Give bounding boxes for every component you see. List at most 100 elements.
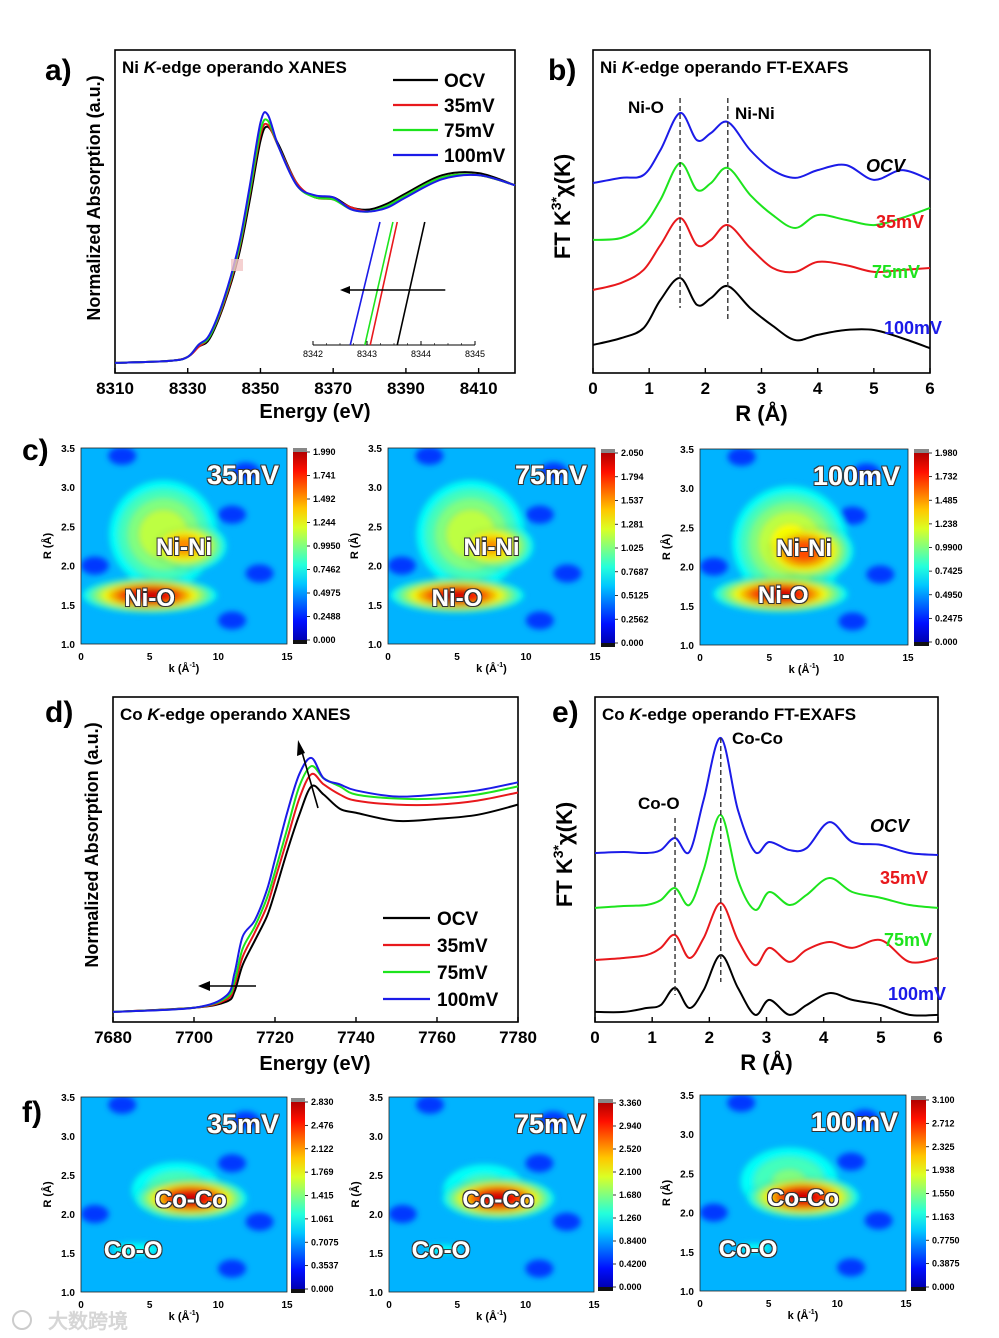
- colorbar-tick-label: 2.100: [619, 1167, 642, 1177]
- colorbar-tick-label: 0.3875: [932, 1259, 960, 1269]
- shift-arrow-up: [301, 751, 319, 809]
- voltage-label: 100mV: [811, 1107, 898, 1137]
- series-line-100mV: [112, 756, 519, 1013]
- x-tick-label: 5: [767, 653, 773, 664]
- peak-label: Ni-Ni: [776, 535, 832, 562]
- heatmap-area: [389, 1097, 594, 1292]
- legend-label-75mV: 75mV: [437, 963, 488, 984]
- peak-annotation: Ni-Ni: [735, 104, 775, 123]
- y-tick-label: 2.5: [368, 522, 382, 533]
- series-label-OCV: OCV: [866, 156, 907, 176]
- x-tick-label: 7760: [418, 1028, 456, 1047]
- colorbar-underflow: [291, 1289, 305, 1293]
- colorbar-underflow: [293, 640, 307, 644]
- x-tick-label: 5: [147, 652, 153, 663]
- y-tick-label: 3.0: [680, 484, 694, 495]
- colorbar-tick-label: 1.238: [935, 519, 958, 529]
- xlabel-tail: ): [196, 663, 200, 675]
- series-line-OCV: [592, 277, 931, 350]
- inset-line-OCV: [396, 221, 426, 346]
- colorbar-underflow: [914, 642, 929, 646]
- colorbar-underflow: [601, 643, 615, 647]
- colorbar-tick-label: 0.000: [619, 1282, 642, 1292]
- x-axis-label: R (Å): [735, 400, 788, 426]
- colorbar-tick-label: 1.492: [313, 494, 336, 504]
- xlabel-tail: ): [815, 1310, 819, 1322]
- y-tick-label: 2.0: [368, 562, 382, 573]
- heatmap-low-spot: [838, 612, 867, 631]
- x-tick-label: 15: [588, 1300, 600, 1311]
- panel-c-map-35mV: 0 5 10 15 1.0 1.5 2.0 2.5 3.0 3.5 k (Å-1) R (Å) 35mV…: [41, 444, 341, 675]
- x-tick-label: 15: [900, 1299, 912, 1310]
- heatmap-low-spot: [415, 448, 444, 465]
- x-axis-label: Energy (eV): [259, 401, 370, 423]
- colorbar-tick-label: 0.4975: [313, 588, 341, 598]
- xlabel-tail: ): [503, 663, 507, 675]
- heatmap-low-spot: [81, 556, 109, 575]
- y-axis-label: Normalized Absorption (a.u.): [82, 722, 102, 967]
- heatmap-low-spot: [539, 462, 568, 481]
- x-tick-label: 8390: [387, 379, 425, 398]
- colorbar: [598, 1103, 613, 1287]
- colorbar-tick-label: 1.485: [935, 495, 958, 505]
- heatmap-frame: [387, 447, 596, 645]
- y-axis-label: FT K3*χ(K): [550, 802, 577, 907]
- x-tick-label: 8410: [460, 379, 498, 398]
- title-part: -edge operando FT-EXAFS: [642, 705, 856, 724]
- title-part: Ni: [122, 58, 144, 77]
- colorbar-tick-label: 2.520: [619, 1144, 642, 1154]
- y-tick-label: 3.0: [680, 1130, 694, 1141]
- chart-title: Co K-edge operando XANES: [120, 705, 350, 724]
- colorbar-tick-label: 0.4200: [619, 1259, 647, 1269]
- y-tick-label: 2.5: [61, 1171, 75, 1182]
- inset-x-tick-label: 8344: [411, 349, 431, 359]
- y-tick-label: 2.0: [680, 563, 694, 574]
- y-tick-label: 2.5: [680, 1169, 694, 1180]
- plot-frame: [114, 49, 516, 374]
- inset-line-35mV: [369, 221, 399, 346]
- colorbar-tick-label: 1.537: [621, 496, 644, 506]
- heatmap-low-spot: [416, 1097, 444, 1114]
- colorbar-tick-label: 0.5125: [621, 591, 649, 601]
- heatmap-low-spot: [81, 1205, 109, 1223]
- y-axis-label: R (Å): [41, 533, 54, 560]
- heatmap-low-spot: [850, 1109, 879, 1128]
- title-part: Co: [120, 705, 147, 724]
- y-tick-label: 1.0: [61, 640, 75, 651]
- colorbar-tick-label: 1.769: [311, 1167, 334, 1177]
- heatmap-area: [81, 1097, 287, 1292]
- y-tick-label: 3.0: [368, 483, 382, 494]
- heatmap-frame: [699, 448, 909, 646]
- peak-annotation: Ni-O: [628, 98, 664, 117]
- ylabel-sup: 3*: [548, 196, 564, 210]
- ylabel-sup: 3*: [550, 844, 566, 858]
- colorbar-tick-label: 0.2562: [621, 614, 649, 624]
- heatmap-low-spot: [218, 611, 247, 630]
- series-line-35mV: [592, 216, 931, 291]
- heatmap-low-spot: [218, 1154, 247, 1173]
- y-axis-label: R (Å): [349, 1181, 362, 1208]
- y-axis-label: R (Å): [660, 534, 673, 561]
- colorbar-tick-label: 1.244: [313, 518, 336, 528]
- heatmap-low-spot: [727, 1095, 756, 1112]
- colorbar-tick-label: 0.2488: [313, 612, 341, 622]
- title-part: K: [144, 58, 158, 77]
- voltage-label: 75mV: [515, 460, 587, 490]
- x-tick-label: 6: [925, 379, 934, 398]
- peak-label: Ni-Ni: [156, 534, 212, 561]
- x-tick-label: 15: [902, 653, 914, 664]
- xlabel-sup: -1: [808, 1309, 814, 1316]
- y-tick-label: 1.0: [680, 641, 694, 652]
- title-part: -edge operando XANES: [160, 705, 351, 724]
- voltage-label: 35mV: [207, 460, 279, 490]
- peak-label: Co-Co: [155, 1186, 227, 1213]
- panel-b: 0 1 2 3 4 5 6 Ni K-edge operando FT-EXAFS R (Å) F…: [548, 49, 942, 426]
- x-tick-label: 3: [762, 1028, 771, 1047]
- colorbar-underflow: [598, 1287, 613, 1291]
- y-tick-label: 3.5: [369, 1093, 383, 1104]
- heatmap-contours: [388, 448, 582, 630]
- heatmap-low-spot: [108, 448, 137, 465]
- x-tick-label: 2: [701, 379, 710, 398]
- watermark: 大数跨境: [48, 1309, 128, 1333]
